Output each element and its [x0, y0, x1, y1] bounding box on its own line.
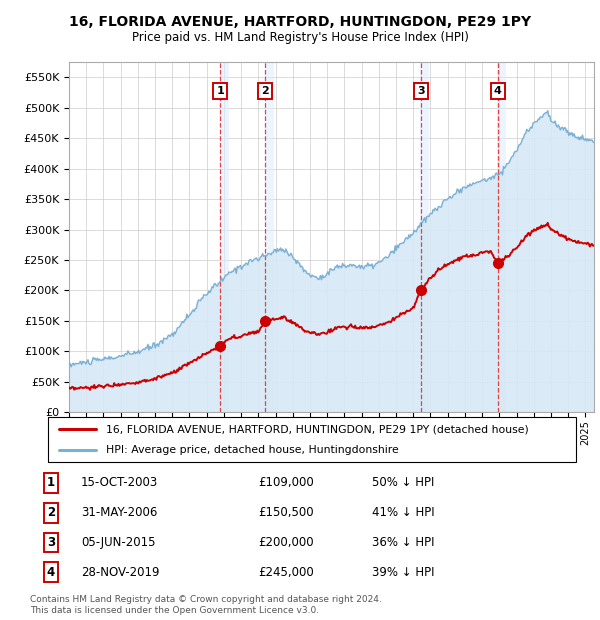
Text: 16, FLORIDA AVENUE, HARTFORD, HUNTINGDON, PE29 1PY (detached house): 16, FLORIDA AVENUE, HARTFORD, HUNTINGDON… [106, 424, 529, 435]
Bar [497, 62, 506, 412]
Bar [421, 62, 429, 412]
Text: 2: 2 [262, 86, 269, 96]
Text: HPI: Average price, detached house, Huntingdonshire: HPI: Average price, detached house, Hunt… [106, 445, 399, 455]
Text: 15-OCT-2003: 15-OCT-2003 [81, 477, 158, 489]
Text: Contains HM Land Registry data © Crown copyright and database right 2024.: Contains HM Land Registry data © Crown c… [30, 595, 382, 604]
Text: 39% ↓ HPI: 39% ↓ HPI [372, 566, 434, 578]
Text: 05-JUN-2015: 05-JUN-2015 [81, 536, 155, 549]
Text: 31-MAY-2006: 31-MAY-2006 [81, 507, 157, 519]
Text: 1: 1 [47, 477, 55, 489]
Text: Price paid vs. HM Land Registry's House Price Index (HPI): Price paid vs. HM Land Registry's House … [131, 31, 469, 44]
Text: £109,000: £109,000 [258, 477, 314, 489]
Text: £200,000: £200,000 [258, 536, 314, 549]
Text: £150,500: £150,500 [258, 507, 314, 519]
Text: 4: 4 [494, 86, 502, 96]
Text: This data is licensed under the Open Government Licence v3.0.: This data is licensed under the Open Gov… [30, 606, 319, 616]
Text: 4: 4 [47, 566, 55, 578]
Text: 3: 3 [417, 86, 424, 96]
Text: 3: 3 [47, 536, 55, 549]
Text: 1: 1 [217, 86, 224, 96]
Text: 28-NOV-2019: 28-NOV-2019 [81, 566, 160, 578]
Text: 2: 2 [47, 507, 55, 519]
Text: £245,000: £245,000 [258, 566, 314, 578]
Text: 41% ↓ HPI: 41% ↓ HPI [372, 507, 434, 519]
Text: 36% ↓ HPI: 36% ↓ HPI [372, 536, 434, 549]
Text: 16, FLORIDA AVENUE, HARTFORD, HUNTINGDON, PE29 1PY: 16, FLORIDA AVENUE, HARTFORD, HUNTINGDON… [69, 16, 531, 30]
Bar [265, 62, 274, 412]
Bar [220, 62, 229, 412]
Text: 50% ↓ HPI: 50% ↓ HPI [372, 477, 434, 489]
